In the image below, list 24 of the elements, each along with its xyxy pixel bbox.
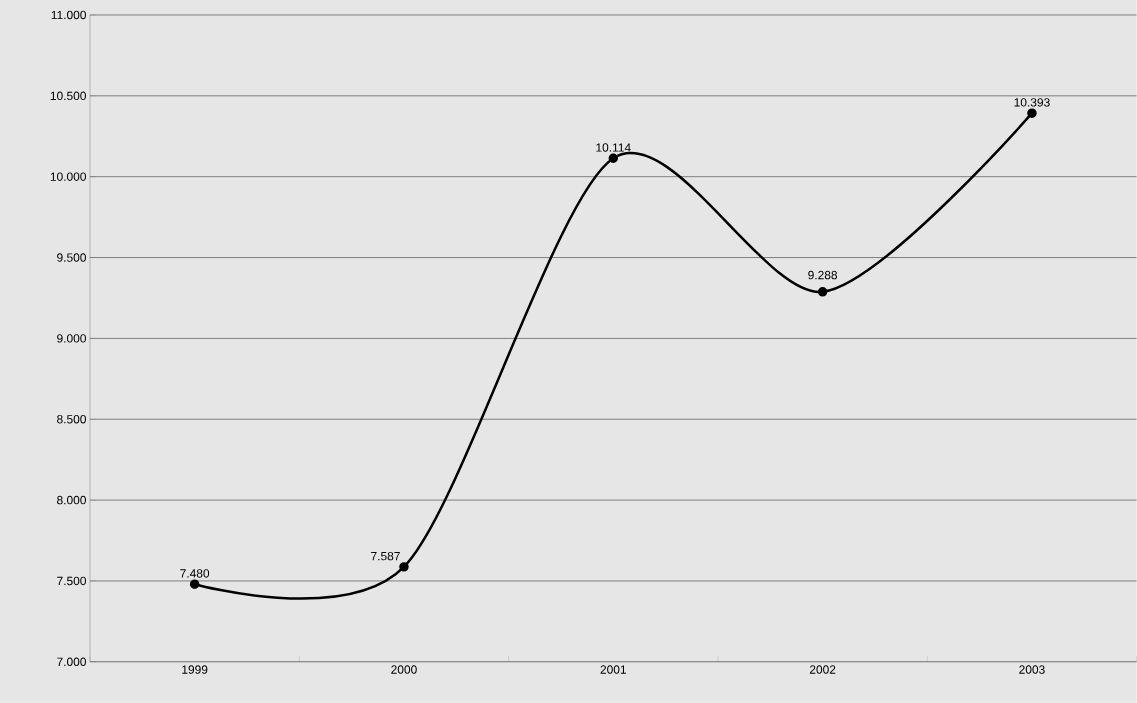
- x-tick-label: 2003: [1019, 665, 1045, 674]
- x-tick-label: 2002: [809, 665, 836, 674]
- y-tick-label: 8.000: [57, 495, 86, 505]
- y-tick-label: 9.500: [57, 253, 86, 262]
- point: [399, 562, 409, 572]
- point: [817, 287, 828, 297]
- y-tick-label: 9.000: [57, 334, 86, 343]
- y-tick-label: 11.000: [51, 10, 86, 20]
- y-tick-label: 8.500: [57, 415, 86, 424]
- y-tick-label: 7.000: [57, 657, 86, 667]
- x-tick-label: 2001: [600, 665, 626, 674]
- point: [1027, 108, 1037, 118]
- x-tick-label: 1999: [182, 665, 208, 674]
- data-label: 10.114: [596, 143, 631, 152]
- y-tick-label: 7.500: [57, 576, 86, 586]
- data-label: 10.393: [1014, 98, 1050, 107]
- data-label: 7.587: [371, 552, 400, 561]
- x-tick-label: 2000: [391, 665, 417, 674]
- point: [608, 153, 619, 164]
- y-tick-label: 10.500: [50, 91, 86, 101]
- y-tick-label: 10.000: [50, 172, 86, 182]
- point: [189, 579, 200, 590]
- data-label: 9.288: [808, 270, 838, 280]
- data-label: 7.480: [180, 569, 210, 578]
